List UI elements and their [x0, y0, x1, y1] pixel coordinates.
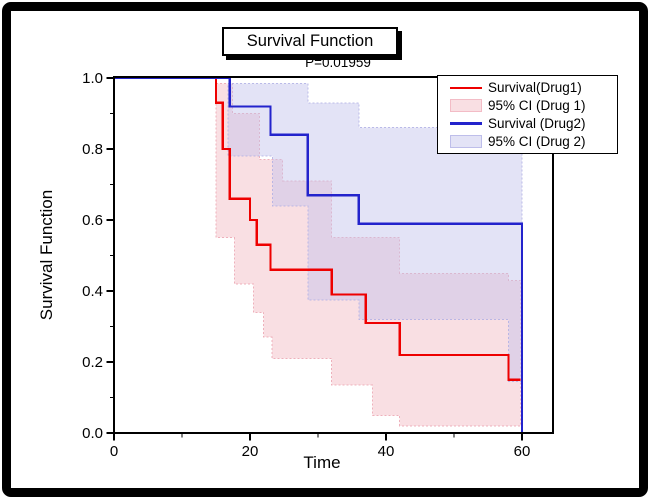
x-axis-label: Time: [303, 453, 341, 472]
p-value-label: P=0.01959: [305, 55, 371, 70]
y-axis-ticks: [106, 77, 114, 434]
svg-text:20: 20: [242, 443, 259, 460]
legend-item-label: Survival (Drug2): [488, 115, 586, 131]
svg-text:0.6: 0.6: [82, 212, 103, 229]
y-tick-labels: 0.0 0.2 0.4 0.6 0.8 1.0: [82, 70, 103, 442]
chart-title: Survival Function: [246, 32, 374, 50]
legend-line-glyph-drug1: [450, 86, 482, 90]
legend-item-survival-drug2: Survival (Drug2): [438, 115, 617, 132]
svg-text:1.0: 1.0: [82, 70, 103, 87]
chart-title-box: Survival Function: [222, 27, 398, 56]
ci-band-2: [227, 82, 523, 382]
x-axis-ticks: [113, 433, 523, 441]
svg-text:40: 40: [378, 443, 395, 460]
y-axis-label: Survival Function: [37, 189, 56, 321]
legend-item-label: 95% CI (Drug 1): [488, 98, 586, 114]
legend-line-glyph-drug2: [450, 122, 482, 125]
legend-item-survival-drug1: Survival(Drug1): [438, 79, 617, 96]
svg-text:60: 60: [514, 443, 531, 460]
svg-text:0.8: 0.8: [82, 141, 103, 158]
x-tick-labels: 0 20 40 60: [110, 443, 531, 460]
ci-band-1: [215, 82, 522, 427]
survival-curve-2: [114, 76, 524, 433]
svg-text:0: 0: [110, 443, 118, 460]
svg-text:0.0: 0.0: [82, 425, 103, 442]
legend-swatch-glyph-ci-drug2: [450, 134, 482, 148]
legend-item-label: Survival(Drug1): [488, 80, 582, 96]
svg-text:0.2: 0.2: [82, 354, 103, 371]
legend-item-label: 95% CI (Drug 2): [488, 133, 586, 149]
survival-curve-1: [114, 76, 521, 381]
legend-swatch-glyph-ci-drug1: [450, 99, 482, 113]
legend-item-ci-drug1: 95% CI (Drug 1): [438, 97, 617, 114]
svg-text:0.4: 0.4: [82, 283, 103, 300]
chart-legend: Survival(Drug1) 95% CI (Drug 1) Survival…: [437, 75, 618, 154]
legend-item-ci-drug2: 95% CI (Drug 2): [438, 133, 617, 150]
